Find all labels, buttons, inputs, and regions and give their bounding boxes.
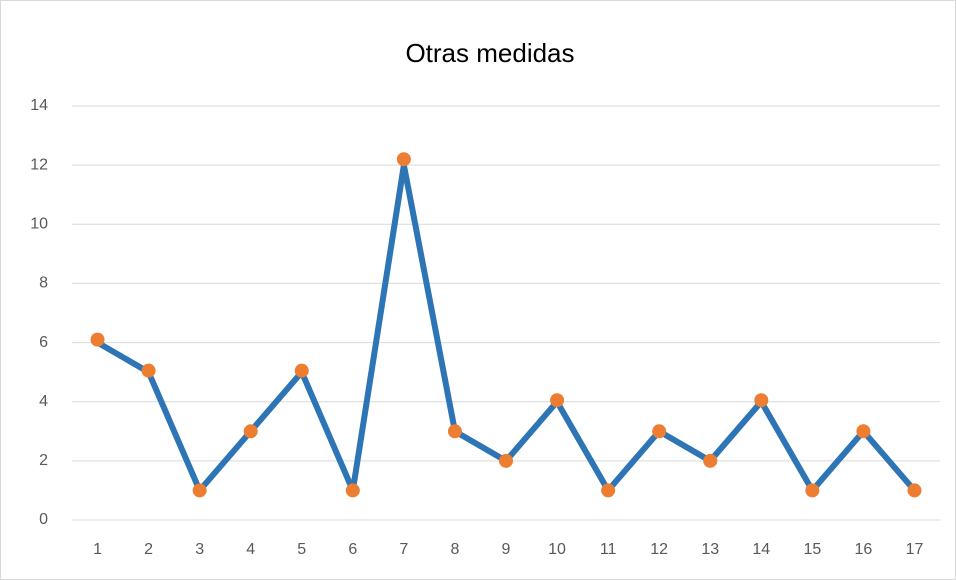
series-marker xyxy=(192,483,207,498)
y-tick-label: 14 xyxy=(30,97,48,114)
series-marker xyxy=(550,393,565,408)
x-tick-label: 8 xyxy=(450,541,459,558)
series-marker xyxy=(856,424,871,439)
series-marker xyxy=(447,424,462,439)
y-tick-label: 4 xyxy=(39,393,48,410)
y-tick-label: 10 xyxy=(30,216,48,233)
x-tick-label: 2 xyxy=(144,541,153,558)
series-marker xyxy=(90,332,105,347)
x-tick-label: 14 xyxy=(752,541,770,558)
y-tick-label: 8 xyxy=(39,275,48,292)
x-tick-label: 3 xyxy=(195,541,204,558)
series-marker xyxy=(754,393,769,408)
series-marker xyxy=(141,363,156,378)
x-tick-label: 17 xyxy=(906,541,924,558)
series-marker xyxy=(703,453,718,468)
x-tick-label: 12 xyxy=(650,541,668,558)
x-tick-label: 10 xyxy=(548,541,566,558)
series-marker xyxy=(652,424,667,439)
x-tick-label: 1 xyxy=(93,541,102,558)
x-tick-label: 6 xyxy=(348,541,357,558)
y-tick-label: 6 xyxy=(39,334,48,351)
y-tick-label: 2 xyxy=(39,452,48,469)
series-marker xyxy=(396,152,411,167)
series-marker xyxy=(805,483,820,498)
series-marker xyxy=(294,363,309,378)
x-tick-label: 5 xyxy=(297,541,306,558)
x-tick-label: 13 xyxy=(701,541,719,558)
x-tick-label: 7 xyxy=(399,541,408,558)
series-marker xyxy=(345,483,360,498)
x-tick-label: 4 xyxy=(246,541,255,558)
x-tick-label: 16 xyxy=(855,541,873,558)
series-marker xyxy=(499,453,513,468)
y-tick-label: 0 xyxy=(39,511,48,528)
series-marker xyxy=(907,483,922,498)
x-tick-label: 9 xyxy=(502,541,511,558)
x-tick-label: 15 xyxy=(803,541,821,558)
x-tick-label: 11 xyxy=(600,541,617,558)
series-marker xyxy=(601,483,616,498)
chart-title: Otras medidas xyxy=(405,38,574,68)
series-marker xyxy=(243,424,258,439)
y-tick-label: 12 xyxy=(30,156,48,173)
